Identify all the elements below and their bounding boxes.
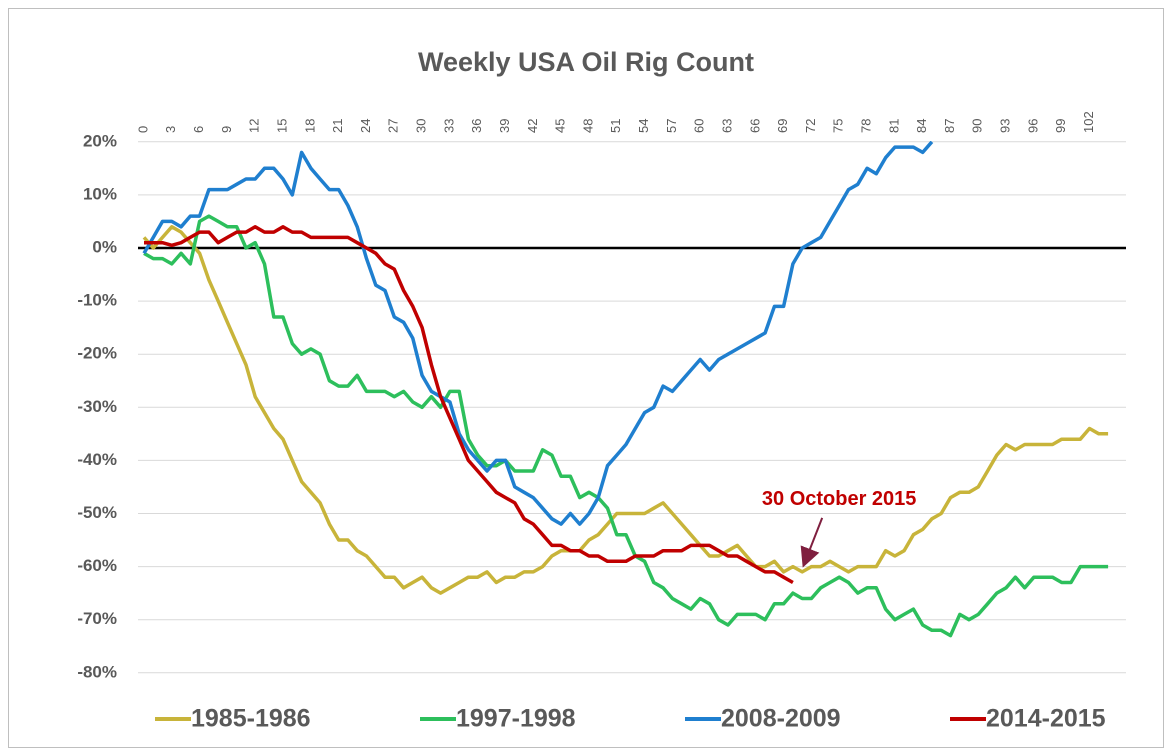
legend-label: 2014-2015 xyxy=(986,705,1106,733)
x-tick-label: 93 xyxy=(998,119,1013,133)
y-tick-label: -60% xyxy=(77,556,117,575)
series-line xyxy=(142,141,934,526)
x-tick-label: 12 xyxy=(247,119,262,133)
x-tick-label: 45 xyxy=(553,119,568,133)
x-tick-label: 54 xyxy=(636,119,651,133)
x-tick-label: 6 xyxy=(191,126,206,133)
x-tick-label: 69 xyxy=(775,119,790,133)
x-tick-label: 48 xyxy=(580,119,595,133)
annotation: 30 October 2015 xyxy=(762,488,917,510)
series-line xyxy=(143,214,1109,638)
y-tick-label: 10% xyxy=(83,184,117,203)
y-tick-label: -50% xyxy=(77,503,117,522)
legend-label: 1997-1998 xyxy=(456,705,576,733)
legend-label: 1985-1986 xyxy=(191,705,311,733)
x-tick-label: 63 xyxy=(719,119,734,133)
x-tick-label: 39 xyxy=(497,119,512,133)
x-tick-label: 27 xyxy=(386,119,401,133)
chart-border xyxy=(8,8,1164,748)
x-tick-label: 21 xyxy=(330,119,345,133)
y-tick-label: -80% xyxy=(77,662,117,681)
x-tick-label: 102 xyxy=(1081,111,1096,133)
chart-title: Weekly USA Oil Rig Count xyxy=(418,47,754,77)
series-line xyxy=(144,225,794,585)
y-tick-label: -40% xyxy=(77,450,117,469)
x-tick-label: 99 xyxy=(1053,119,1068,133)
y-tick-label: -10% xyxy=(77,291,117,310)
x-tick-label: 30 xyxy=(414,119,429,133)
x-tick-label: 90 xyxy=(970,119,985,133)
x-tick-label: 18 xyxy=(302,119,317,133)
legend-label: 2008-2009 xyxy=(721,705,841,733)
x-tick-label: 42 xyxy=(525,119,540,133)
x-tick-label: 66 xyxy=(747,119,762,133)
x-tick-label: 78 xyxy=(858,119,873,133)
y-tick-label: -20% xyxy=(77,344,117,363)
y-tick-label: -70% xyxy=(77,609,117,628)
x-tick-label: 57 xyxy=(664,119,679,133)
annotation-arrow xyxy=(800,517,824,568)
x-tick-label: 33 xyxy=(441,119,456,133)
x-tick-label: 0 xyxy=(135,126,150,133)
x-tick-label: 87 xyxy=(942,119,957,133)
x-tick-label: 72 xyxy=(803,119,818,133)
series-line xyxy=(142,225,1109,595)
y-tick-label: -30% xyxy=(77,397,117,416)
plot-area xyxy=(142,141,1109,638)
x-tick-label: 15 xyxy=(274,119,289,133)
y-tick-label: 20% xyxy=(83,131,117,150)
x-tick-label: 24 xyxy=(358,119,373,133)
x-tick-label: 75 xyxy=(831,119,846,133)
x-tick-label: 96 xyxy=(1025,119,1040,133)
x-tick-label: 9 xyxy=(219,126,234,133)
x-tick-label: 51 xyxy=(608,119,623,133)
y-tick-label: 0% xyxy=(92,237,117,256)
x-tick-label: 60 xyxy=(692,119,707,133)
x-tick-label: 36 xyxy=(469,119,484,133)
x-tick-label: 3 xyxy=(163,126,178,133)
x-tick-label: 84 xyxy=(914,119,929,133)
x-tick-label: 81 xyxy=(886,119,901,133)
